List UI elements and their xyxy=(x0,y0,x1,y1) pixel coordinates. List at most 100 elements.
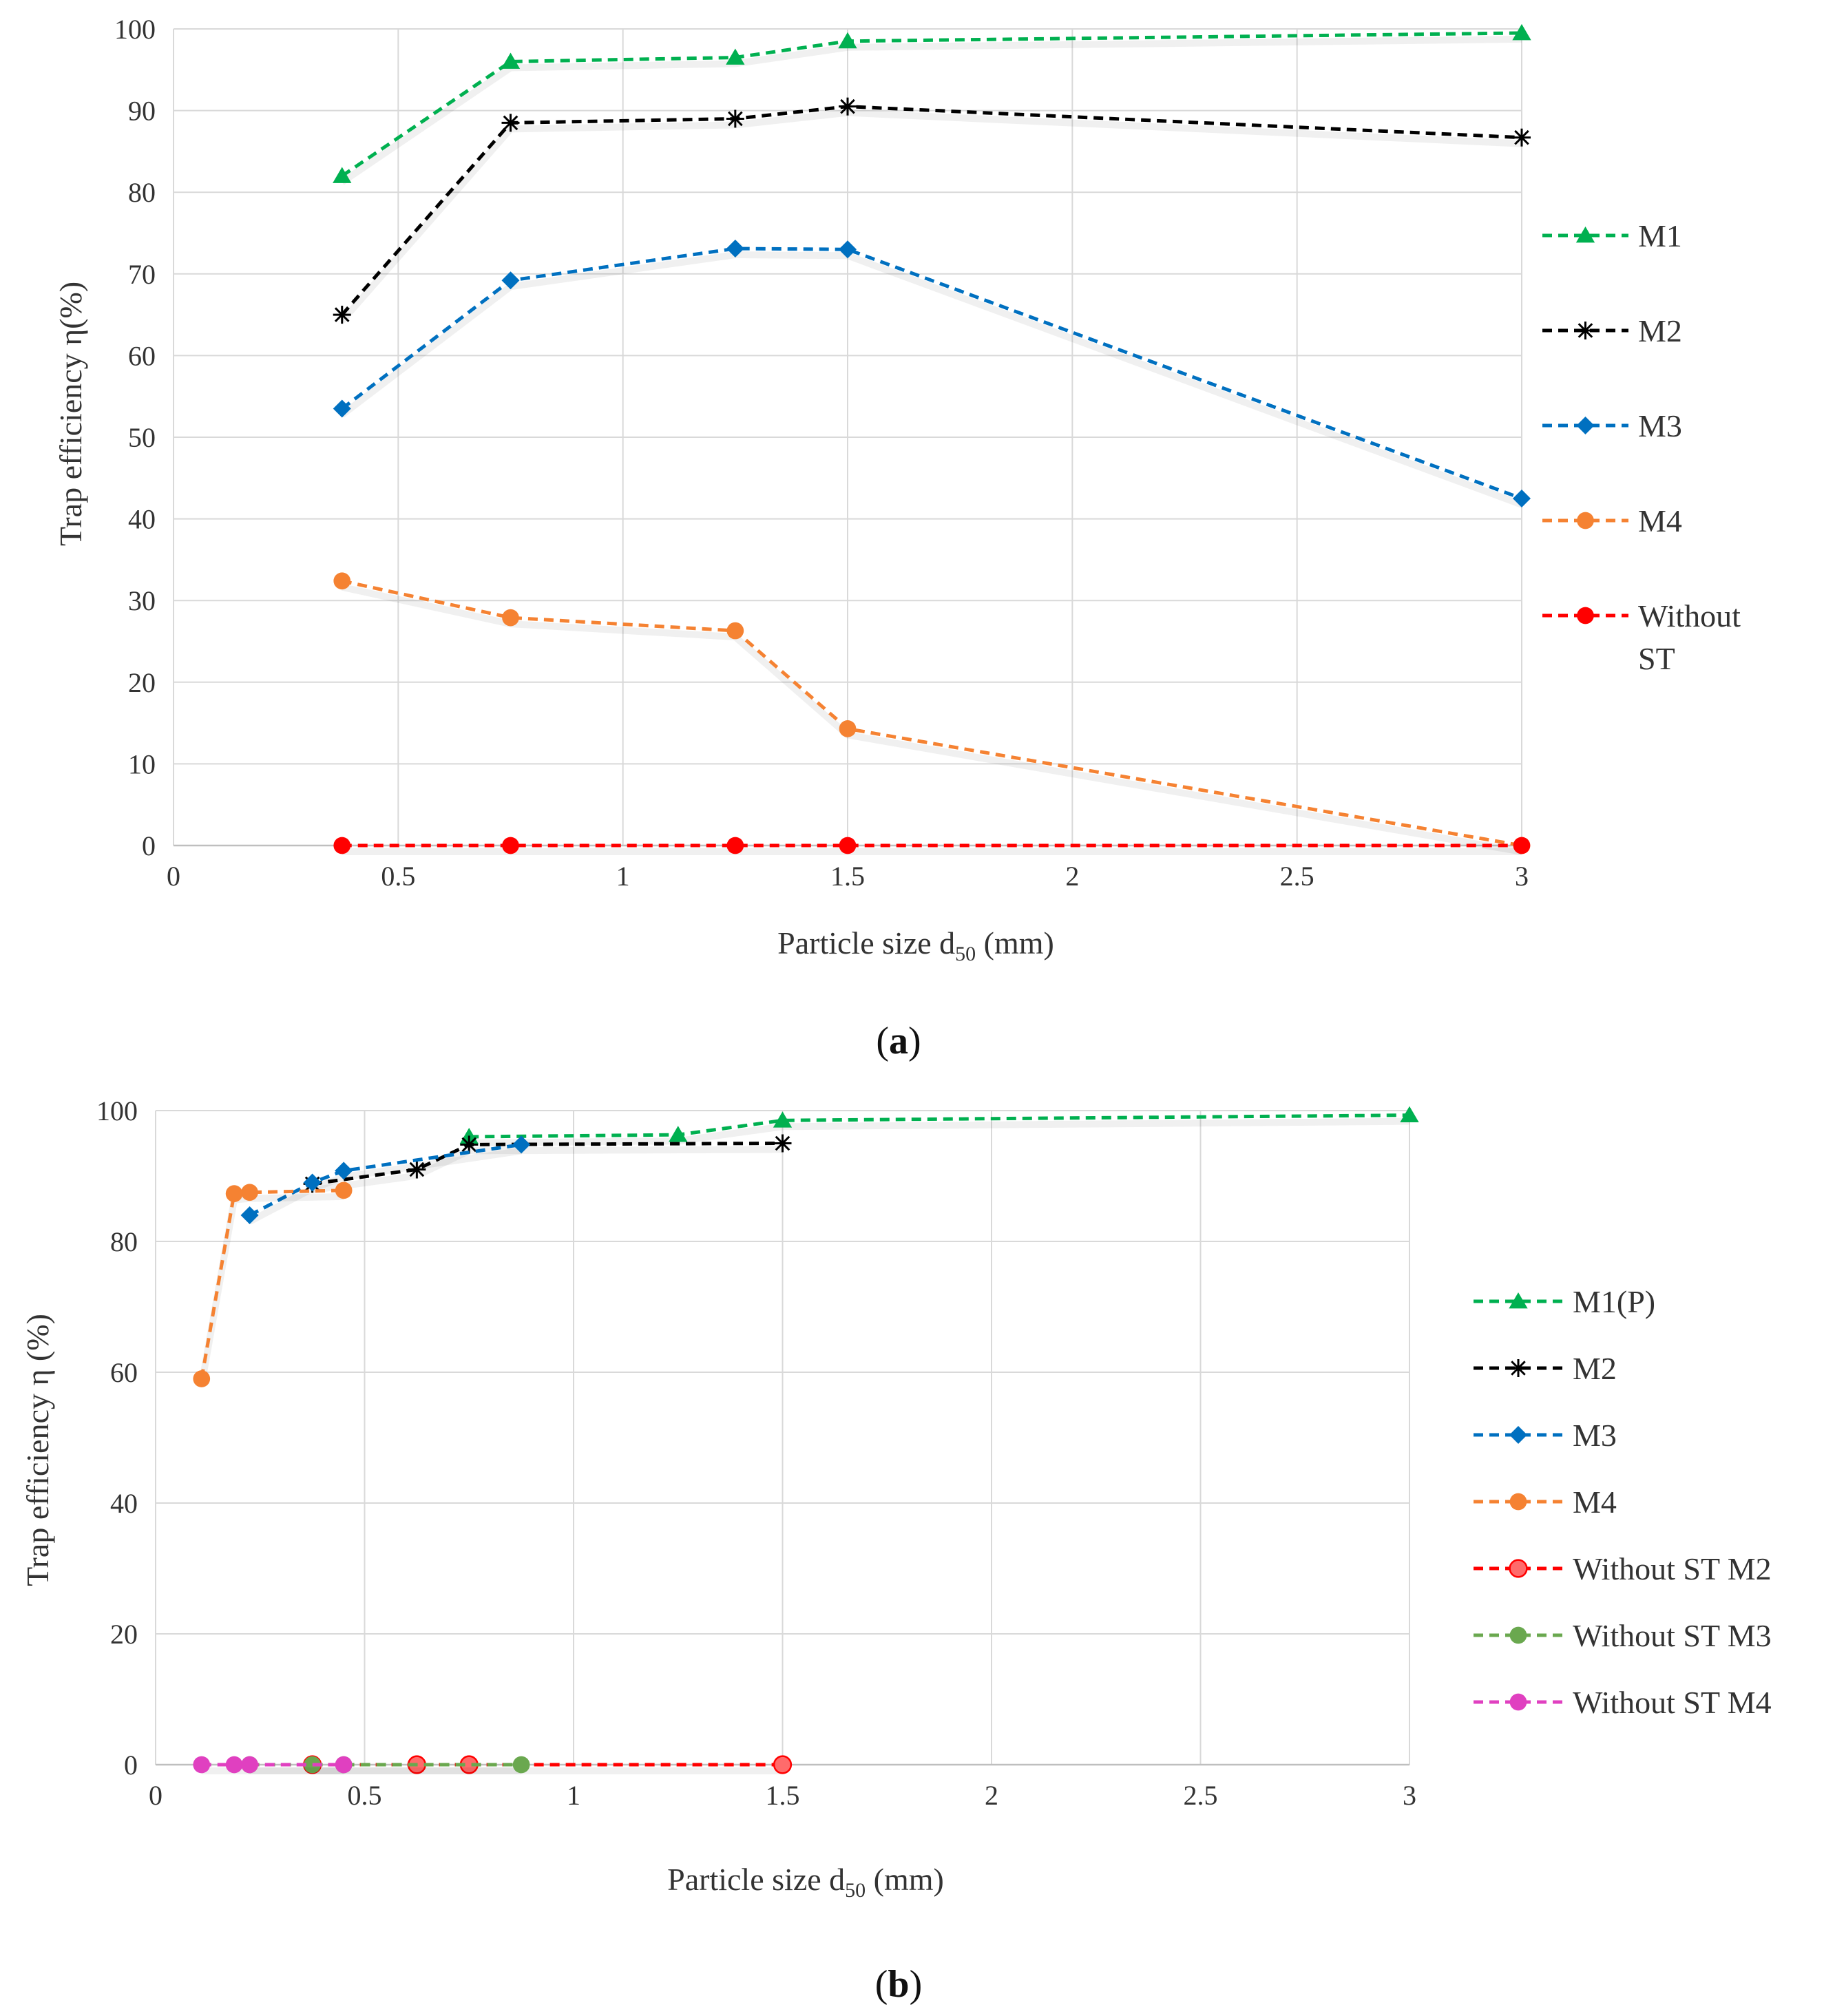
chart-a-legend-label-line2: ST xyxy=(1638,641,1675,676)
chart-a-series-m2-point-stroke-d2 xyxy=(840,98,855,114)
chart-a-series-m4-shadow xyxy=(341,583,1522,855)
chart-b-series-m4-point xyxy=(225,1185,243,1202)
chart-b-legend-item-without-st-m4: Without ST M4 xyxy=(1474,1685,1772,1720)
chart-a-series-without-st-point xyxy=(333,837,351,854)
chart-a-y-tick-label: 20 xyxy=(128,667,156,698)
chart-b-series-m2-point xyxy=(408,1160,426,1179)
chart-a-y-tick-label: 50 xyxy=(128,422,156,453)
chart-a-series xyxy=(333,23,1531,855)
chart-a-legend-swatch-marker xyxy=(1577,607,1594,624)
chart-b-legend-swatch-marker xyxy=(1509,1693,1527,1711)
chart-b-series-m1-p-point xyxy=(669,1126,688,1142)
chart-b-series-m2-point-stroke-d2 xyxy=(461,1137,477,1153)
chart-b-legend-label: M1(P) xyxy=(1573,1284,1655,1319)
chart-a-panel-letter: a xyxy=(889,1020,908,1062)
chart-b-series-without-st-m4-point xyxy=(241,1756,258,1774)
chart-b-legend-item-without-st-m3: Without ST M3 xyxy=(1474,1618,1772,1653)
chart-b-y-tick-label: 100 xyxy=(96,1095,138,1126)
chart-b-gridlines xyxy=(155,1110,1410,1765)
chart-b-legend: M1(P) M2 M3 M4 Without ST M2 Without ST M3 Wit… xyxy=(1474,1284,1772,1720)
chart-a-gridlines xyxy=(173,28,1522,846)
chart-b-series-m3-line xyxy=(249,1142,522,1217)
chart-b-series-m1-p-shadow xyxy=(469,1117,1410,1146)
chart-a-legend-label-line1: Without xyxy=(1638,598,1741,633)
chart-a-y-tick-label: 40 xyxy=(128,504,156,535)
chart-a-legend-item-m4: M4 xyxy=(1542,503,1682,538)
chart-a-y-tick-label: 60 xyxy=(128,340,156,371)
chart-b-legend-item-m3: M3 xyxy=(1474,1418,1617,1453)
chart-a-series-m4-point xyxy=(333,572,351,590)
chart-a-series-m1-point xyxy=(726,48,745,65)
chart-a-x-tick-label: 2 xyxy=(1065,861,1079,892)
chart-a-x-axis-label-main: Particle size d xyxy=(777,925,955,960)
chart-a-legend-item-m1: M1 xyxy=(1542,218,1682,253)
chart-a-series-m3-point xyxy=(501,271,520,290)
chart-a-x-tick-label: 0 xyxy=(167,861,180,892)
chart-b-legend-label: Without ST M4 xyxy=(1573,1685,1772,1720)
chart-a-series-m3-point xyxy=(1513,489,1531,507)
chart-a-series-m1-point xyxy=(333,167,352,183)
chart-b-series-without-st-m4 xyxy=(193,1756,353,1774)
chart-b-y-tick-label: 40 xyxy=(110,1488,138,1519)
chart-a-x-tick-label: 3 xyxy=(1515,861,1529,892)
chart-b-series-m3-point xyxy=(335,1162,353,1180)
chart-b-series-m3-point xyxy=(240,1206,259,1224)
chart-a-legend-label: M1 xyxy=(1638,218,1682,253)
chart-b-legend-swatch-marker xyxy=(1509,1292,1528,1309)
chart-a-series-m2-point-stroke-d2 xyxy=(1514,129,1529,145)
chart-a-series-m3-point xyxy=(333,399,351,418)
chart-a-legend-swatch-marker xyxy=(1576,417,1595,434)
chart-b-x-tick-label: 0 xyxy=(149,1780,163,1811)
chart-b-legend-swatch-marker xyxy=(1509,1493,1527,1511)
chart-b-series-without-st-m3-point xyxy=(304,1756,321,1774)
chart-b-legend-label: M4 xyxy=(1573,1484,1617,1520)
chart-a-legend-swatch-marker xyxy=(1576,322,1595,339)
chart-a-series-m2-point xyxy=(501,114,520,132)
chart-a-series-without-st-point xyxy=(839,837,857,854)
chart-a-series-m2-point xyxy=(839,97,857,116)
chart-a-y-axis-label: Trap efficiency η(%) xyxy=(53,282,88,546)
chart-a-series-m1-point xyxy=(1512,23,1531,41)
chart-a-series-without-st xyxy=(333,837,1531,855)
chart-a-series-without-st-point xyxy=(1513,837,1531,854)
chart-b-legend-label: M3 xyxy=(1573,1418,1617,1453)
chart-b-series-m4-point xyxy=(241,1184,258,1201)
chart-a-legend-swatch-marker xyxy=(1575,227,1595,243)
chart-b-x-tick-label: 3 xyxy=(1403,1780,1416,1811)
chart-a-legend-label: Without ST xyxy=(1638,598,1741,676)
chart-b-legend-item-m2: M2 xyxy=(1474,1351,1617,1386)
chart-a-legend-label: M4 xyxy=(1638,503,1682,538)
chart-b-series-m1-p-point xyxy=(773,1111,793,1128)
chart-a-series-m3-shadow xyxy=(339,251,1523,508)
chart-b-x-tick-label: 2 xyxy=(985,1780,998,1811)
chart-b-legend-item-m4: M4 xyxy=(1474,1484,1617,1520)
chart-b-series-without-st-m4-point xyxy=(225,1756,243,1774)
chart-a-series-m1-point xyxy=(838,32,857,49)
chart-b-y-tick-label: 20 xyxy=(110,1619,138,1650)
chart-b-series-m3-shadow xyxy=(248,1147,522,1225)
chart-b-x-tick-label: 2.5 xyxy=(1184,1780,1218,1811)
chart-a-series-m3 xyxy=(333,240,1531,508)
chart-b-legend-swatch-marker-stroke-d2 xyxy=(1511,1361,1526,1376)
chart-a-series-m3-point xyxy=(839,240,857,259)
chart-b-series-m2-point-stroke-d2 xyxy=(409,1162,425,1177)
chart-b-series-m2 xyxy=(303,1134,792,1194)
chart-a-series-m4-point xyxy=(839,720,857,737)
chart-a-x-tick-label: 1.5 xyxy=(830,861,865,892)
chart-b-legend-label: Without ST M3 xyxy=(1573,1618,1772,1653)
chart-b-series-m4-point xyxy=(193,1370,211,1387)
chart-a-series-m4-point xyxy=(502,609,519,627)
chart-b-series-without-st-m3-point xyxy=(512,1756,530,1774)
chart-a-y-tick-label: 90 xyxy=(128,96,156,127)
chart-a-series-m2-point xyxy=(726,109,744,128)
chart-b-series-m3-point xyxy=(512,1135,531,1154)
chart-a-legend-item-without-st: Without ST xyxy=(1542,598,1741,676)
chart-b-legend-swatch-marker xyxy=(1509,1559,1528,1578)
chart-b-x-axis-label-subscript: 50 xyxy=(845,1879,866,1902)
chart-b-series-m2-point xyxy=(773,1134,792,1153)
chart-a-series-m3-point xyxy=(726,240,744,258)
chart-a: 0 10 20 30 40 50 60 70 80 90 100 0 0.5 1 1.5 2 2.5 3 Trap… xyxy=(53,14,1741,1062)
chart-a-legend: M1 M2 M3 M4 Without ST xyxy=(1542,218,1741,676)
chart-a-series-m2-point-stroke-d2 xyxy=(728,111,743,127)
chart-b-series-m2-line xyxy=(312,1142,783,1186)
